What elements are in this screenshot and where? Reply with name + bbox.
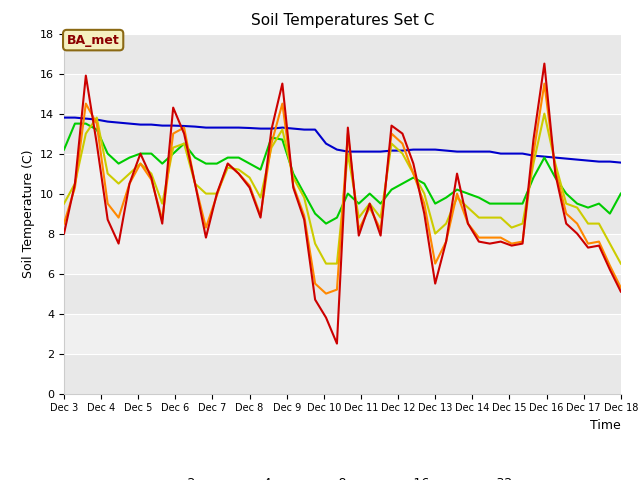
Bar (64, 114, 621, 154)
Y-axis label: Soil Temperature (C): Soil Temperature (C) (22, 149, 35, 278)
Bar (64, 34, 621, 73)
Title: Soil Temperatures Set C: Soil Temperatures Set C (251, 13, 434, 28)
Legend: -2cm, -4cm, -8cm, -16cm, -32cm: -2cm, -4cm, -8cm, -16cm, -32cm (148, 472, 537, 480)
X-axis label: Time: Time (590, 419, 621, 432)
Bar (64, 313, 621, 354)
Bar (64, 73, 621, 114)
Bar (64, 234, 621, 274)
Bar (64, 154, 621, 193)
Text: BA_met: BA_met (67, 34, 120, 47)
Bar (64, 274, 621, 313)
Bar (64, 354, 621, 394)
Bar (64, 193, 621, 234)
